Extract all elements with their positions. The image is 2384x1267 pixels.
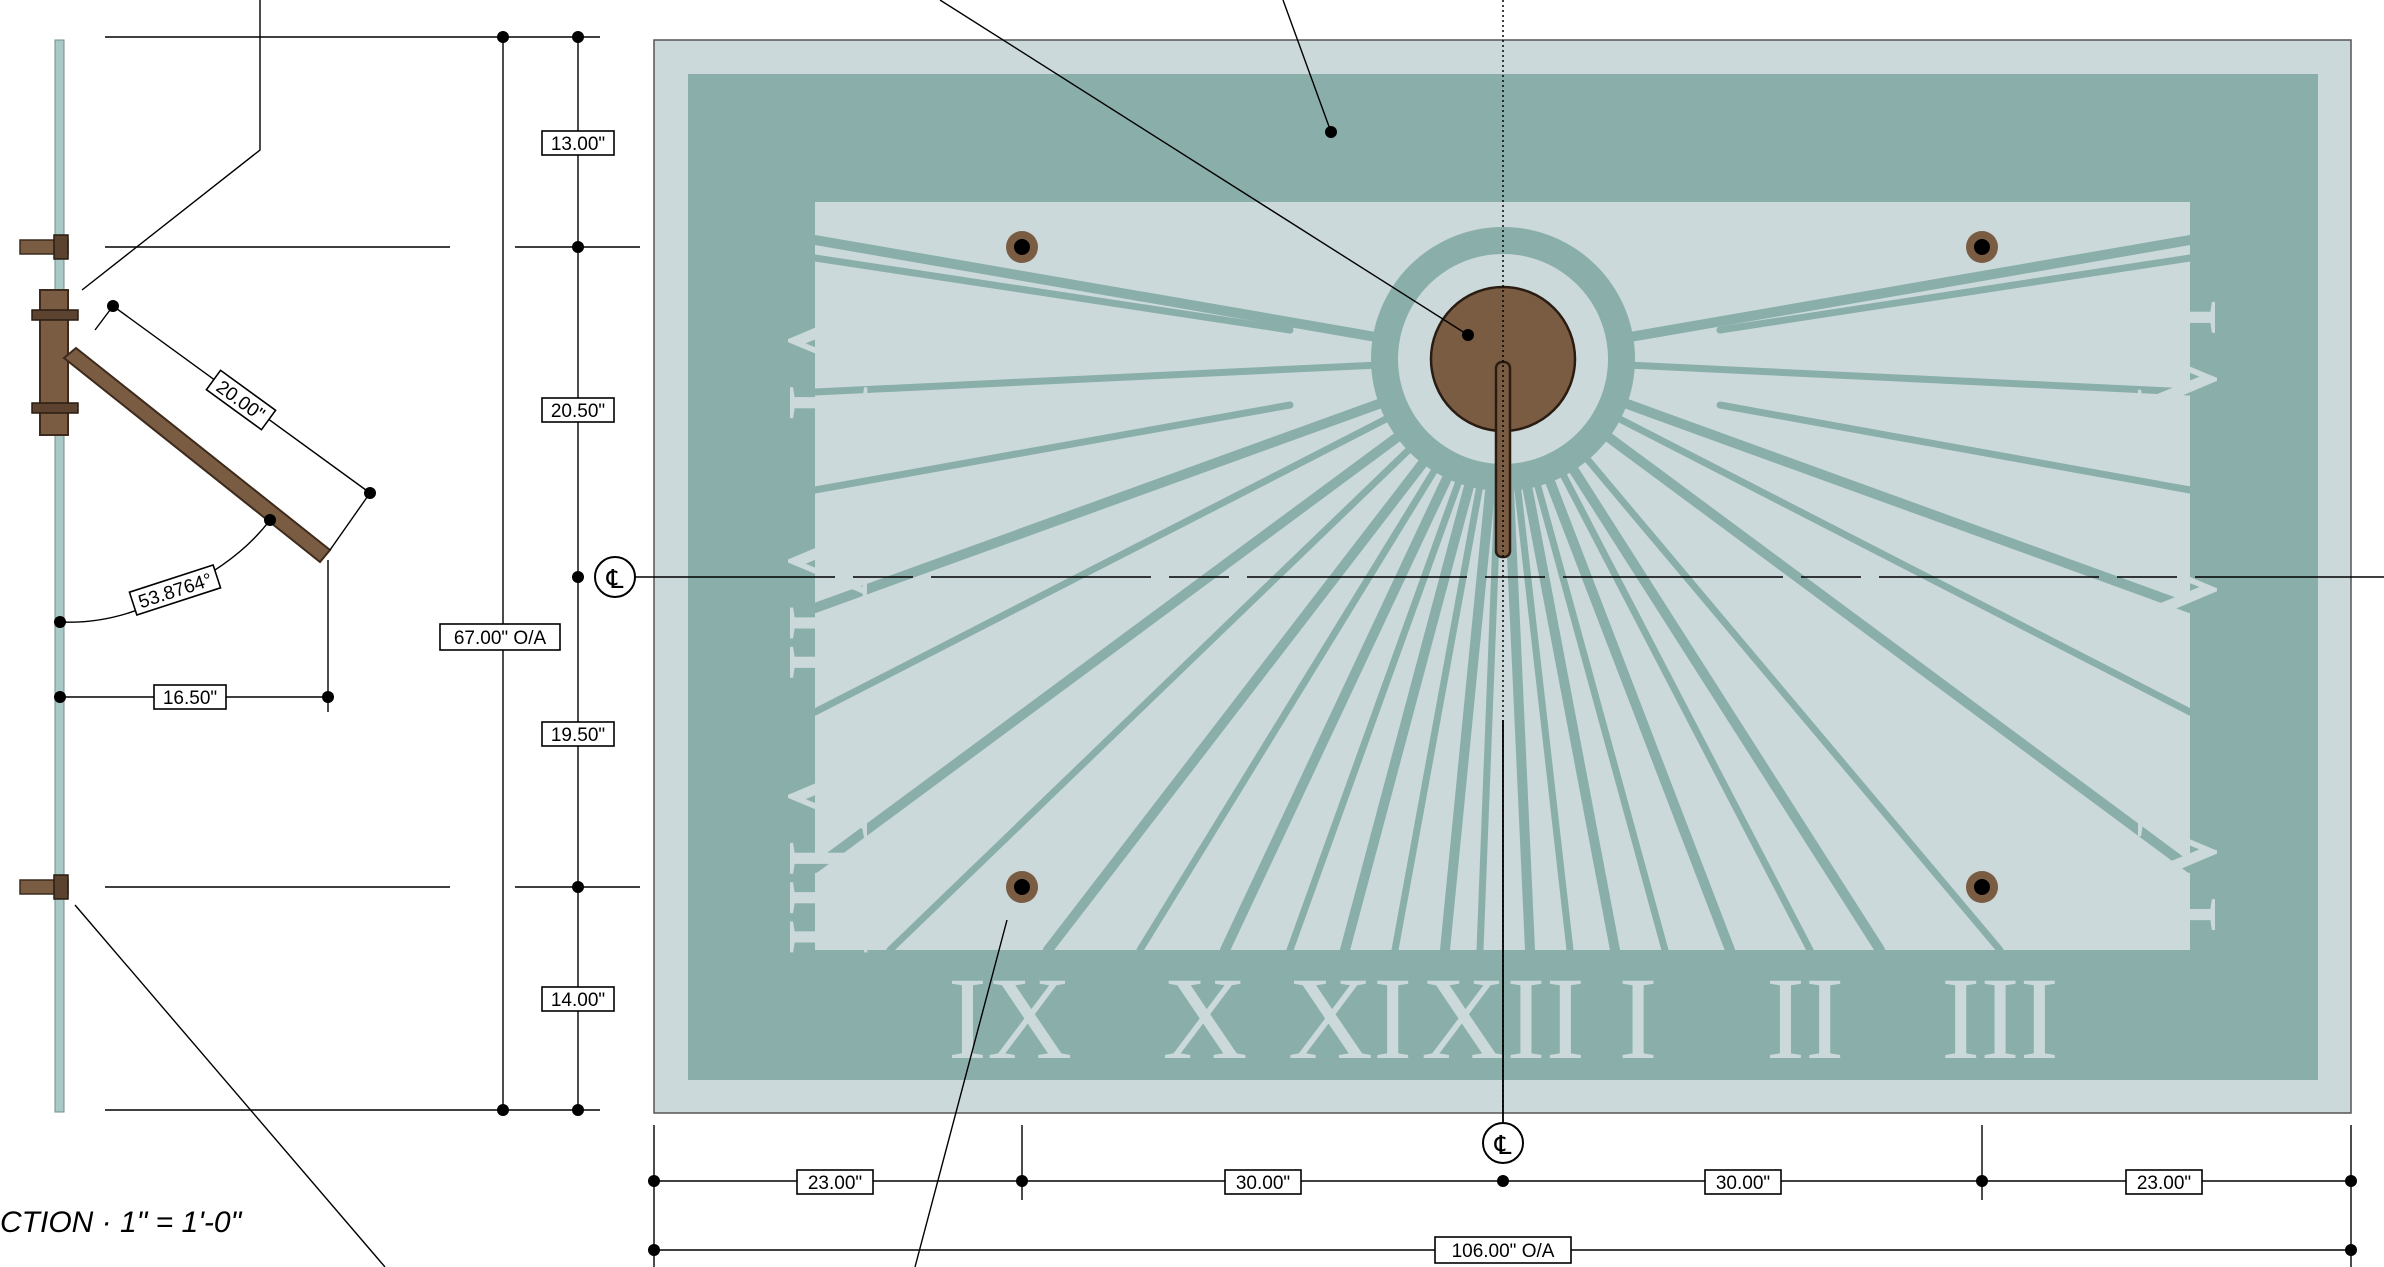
- center-lines: ℄ ℄: [594, 0, 2384, 1164]
- hour-line: [811, 415, 1390, 716]
- vertical-dimensions: 13.00" 20.50" 19.50" 14.00" 67.00" O/A: [439, 31, 615, 1116]
- gnomon-plate-leader: [939, 0, 1469, 336]
- svg-text:19.50": 19.50": [551, 725, 605, 746]
- svg-text:16.50": 16.50": [163, 688, 217, 709]
- hour-line: [1220, 473, 1452, 955]
- hour-line: [1043, 458, 1428, 955]
- fastener-bottom-left: [1006, 871, 1038, 903]
- face-border-leader: [1282, 0, 1332, 133]
- numeral-right-iv: IV: [2110, 810, 2241, 935]
- numeral-xi: XI: [1288, 953, 1413, 1084]
- hour-line: [1604, 432, 2195, 873]
- hour-line: [1622, 398, 2195, 613]
- hour-line: [1391, 485, 1483, 954]
- hour-line: [810, 235, 1378, 342]
- half-hour-line: [811, 254, 1294, 334]
- svg-text:53.8764°: 53.8764°: [136, 570, 215, 614]
- left-margin-width-dim: 23.00": [796, 1169, 874, 1195]
- numeral-left-vii: VII: [764, 518, 895, 682]
- hour-line: [1340, 481, 1474, 955]
- hour-lines: [810, 235, 2195, 955]
- svg-text:23.00": 23.00": [2137, 1173, 2191, 1194]
- hour-line: [1628, 235, 2195, 342]
- hour-line: [811, 361, 1375, 396]
- fastener-bottom-right: [1966, 871, 1998, 903]
- numeral-right-v: V: [2110, 547, 2241, 632]
- upper-mount-bracket: [19, 234, 79, 436]
- numeral-ii: II: [1766, 953, 1845, 1084]
- face-leaders: [914, 0, 1474, 1267]
- section-view: 20.00" 53.8764° 16.50" CTION · 1" = 1'-0…: [0, 0, 640, 1267]
- svg-text:20.50": 20.50": [551, 401, 605, 422]
- hour-line: [1560, 472, 1814, 954]
- gnomon-length-label: 20.00": [205, 369, 277, 431]
- right-margin-width-dim: 23.00": [2125, 1169, 2203, 1195]
- numeral-i: I: [1618, 953, 1657, 1084]
- hour-line: [1522, 483, 1620, 955]
- left-inner-width-dim: 30.00": [1224, 1169, 1302, 1195]
- hour-line: [886, 447, 1412, 954]
- upper-dim: 20.50": [541, 397, 615, 423]
- hour-line: [1568, 465, 1885, 955]
- numeral-right-vi: VI: [2110, 298, 2241, 423]
- half-hour-line: [811, 401, 1294, 494]
- lower-mount-bolt: [19, 874, 69, 900]
- section-caption: CTION · 1" = 1'-0": [0, 1206, 243, 1239]
- numeral-left-viii: VIII: [764, 753, 895, 956]
- hour-line: [1136, 467, 1438, 954]
- top-margin-dim: 13.00": [541, 130, 615, 156]
- numeral-x: X: [1162, 953, 1247, 1084]
- hour-line: [810, 432, 1402, 873]
- bolt-leader: [74, 904, 386, 1267]
- svg-text:℄: ℄: [606, 565, 624, 595]
- hour-line: [1504, 485, 1535, 955]
- svg-text:30.00": 30.00": [1716, 1173, 1770, 1194]
- svg-text:106.00" O/A: 106.00" O/A: [1452, 1241, 1555, 1262]
- numeral-iii: III: [1941, 953, 2059, 1084]
- centerline-symbol-left: ℄: [594, 556, 636, 598]
- hour-line: [1534, 482, 1669, 954]
- fastener-leader: [914, 919, 1008, 1267]
- hour-line: [1545, 477, 1735, 955]
- svg-text:℄: ℄: [1494, 1131, 1512, 1161]
- half-hour-line: [1716, 254, 2194, 334]
- gnomon-angle-label: 53.8764°: [128, 563, 222, 617]
- gnomon-angle-arc: [59, 519, 271, 623]
- svg-text:67.00" O/A: 67.00" O/A: [454, 628, 547, 649]
- overall-height-dim: 67.00" O/A: [439, 623, 561, 651]
- horizontal-dimensions: 23.00" 30.00" 30.00" 23.00" 106.00" O/A: [648, 1125, 2357, 1267]
- numeral-left-vi: VI: [764, 298, 895, 423]
- hour-line: [1631, 361, 2194, 396]
- svg-text:13.00": 13.00": [551, 134, 605, 155]
- hour-line: [1616, 415, 2194, 716]
- bracket-leader: [81, 0, 261, 291]
- glass-panel-section: [54, 39, 65, 1113]
- hour-line: [1584, 456, 2004, 954]
- projection-label: 16.50": [153, 684, 227, 710]
- fastener-top-left: [1006, 231, 1038, 263]
- gnomon-section: [62, 346, 332, 564]
- half-hour-line: [1716, 401, 2194, 494]
- hour-line: [1286, 479, 1462, 954]
- right-inner-width-dim: 30.00": [1704, 1169, 1782, 1195]
- bottom-margin-dim: 14.00": [541, 986, 615, 1012]
- svg-text:14.00": 14.00": [551, 990, 605, 1011]
- hour-line: [1476, 487, 1502, 954]
- numeral-ix: IX: [948, 953, 1073, 1084]
- overall-width-dim: 106.00" O/A: [1434, 1236, 1572, 1264]
- svg-text:30.00": 30.00": [1236, 1173, 1290, 1194]
- svg-text:23.00": 23.00": [808, 1173, 862, 1194]
- lower-dim: 19.50": [541, 721, 615, 747]
- centerline-symbol-bottom: ℄: [1482, 1122, 1524, 1164]
- hour-line: [810, 398, 1384, 613]
- hour-line: [1440, 485, 1496, 955]
- fastener-top-right: [1966, 231, 1998, 263]
- hour-line: [1514, 486, 1574, 954]
